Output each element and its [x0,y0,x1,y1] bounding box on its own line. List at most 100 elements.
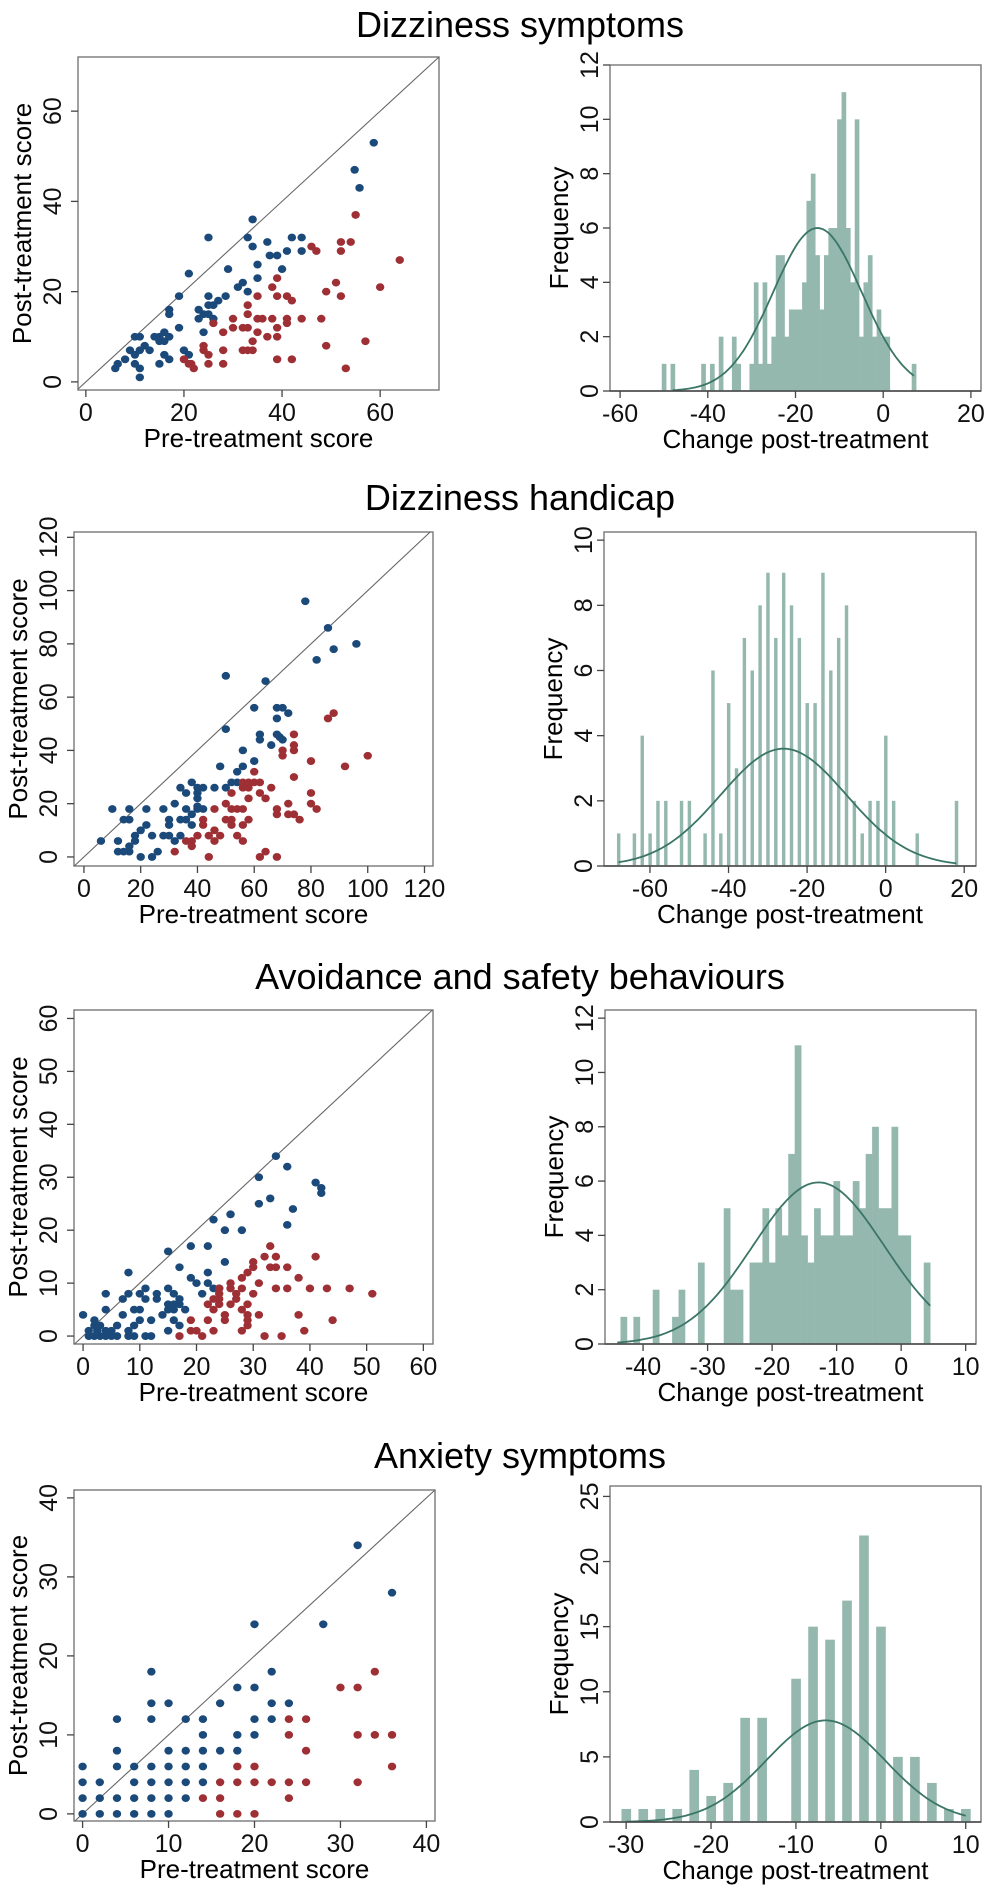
scatter-point [226,1300,235,1309]
y-tick-label: 30 [35,1563,63,1591]
scatter-point [210,805,219,813]
scatter-point [248,215,257,224]
histogram-bar [881,336,886,391]
y-axis-title: Post-treatment score [7,103,37,344]
scatter-point [129,1332,139,1340]
scatter-point [282,247,292,255]
scatter-point [135,373,145,382]
histogram-bar [648,833,652,866]
y-tick-label: 120 [35,516,63,558]
scatter-point [218,359,228,368]
y-tick-label: 20 [576,1548,604,1576]
scatter-point [129,1762,139,1771]
scatter-point [197,1289,207,1298]
scatter-point [353,1541,362,1550]
scatter-point [261,677,270,686]
y-tick-label: 0 [570,859,598,873]
scatter-point [271,1252,281,1261]
scatter-point [204,292,213,301]
scatter-point [250,767,259,776]
histogram-bar [656,800,660,866]
x-tick-label: 30 [327,1830,355,1858]
scatter-point [297,233,306,242]
scatter-point [250,1809,259,1818]
scatter-point [288,1205,298,1213]
scatter-point [250,1730,259,1739]
histogram-bar [749,1262,757,1344]
scatter-point [289,746,299,755]
section-title: Anxiety symptoms [374,1435,666,1476]
histogram-bar [852,1181,860,1344]
scatter-point [300,1326,309,1335]
scatter-point [311,1178,320,1187]
scatter-point [203,1268,213,1277]
histogram: -40 -30 -20 -10 0 10 0 2 4 6 8 10 12 Change post-trea… [539,1004,980,1407]
scatter-point [142,821,151,829]
scatter-point [387,1762,397,1771]
scatter-point [312,655,321,664]
scatter-point [203,1279,213,1288]
scatter-point [228,314,238,323]
x-tick-label: 0 [76,1353,90,1381]
y-tick-label: 10 [35,1269,63,1297]
y-tick-label: 0 [35,850,63,864]
scatter-point [187,778,196,787]
y-tick-label: 8 [571,1120,599,1134]
histogram-bar [640,735,644,866]
scatter-point [209,1326,218,1335]
scatter-point [248,242,257,251]
scatter-point [218,328,228,337]
x-tick-label: -20 [789,875,825,903]
scatter-point [322,1284,332,1293]
scatter-point [278,703,287,712]
scatter-point [112,1332,122,1340]
y-tick-label: 2 [576,330,604,344]
scatter-point [323,623,333,632]
scatter-point [135,364,145,373]
scatter-point [165,332,174,341]
scatter-point [181,789,191,797]
scatter-point [135,332,145,341]
histogram-bar [661,363,667,391]
scatter-point [336,292,346,301]
histogram-bar [852,800,857,866]
scatter-point [215,1778,225,1787]
histogram-bar [762,282,768,391]
histogram-bar [771,336,777,391]
x-tick-label: 0 [76,1830,90,1858]
y-tick-label: 0 [35,1329,63,1343]
scatter-point [272,251,282,260]
histogram-bar [805,703,809,866]
scatter-point [272,323,282,332]
x-axis-title: Pre-treatment score [139,899,369,929]
y-tick-label: 8 [576,167,604,181]
scatter-point [336,238,346,246]
histogram-bar [689,1769,700,1822]
scatter-point [283,1263,292,1272]
scatter-point [112,1794,122,1802]
scatter-point [204,350,213,359]
scatter-point [329,709,338,718]
scatter-point [263,238,272,246]
y-tick-label: 2 [570,794,598,808]
y-axis-title: Frequency [544,1593,574,1716]
y-tick-label: 10 [576,1678,604,1706]
y-tick-label: 40 [35,1484,63,1512]
scatter-point [232,767,242,776]
scatter-point [226,1284,235,1293]
scatter-point [369,138,378,147]
scatter-point [223,265,233,273]
x-axis-title: Change post-treatment [657,899,924,929]
scatter-point [220,1258,230,1266]
scatter-point [169,1289,179,1298]
scatter-point [186,1316,196,1325]
histogram-bar [736,363,741,391]
scatter-point [112,1809,122,1818]
scatter-point [165,310,174,319]
scatter-point [163,1284,173,1293]
x-tick-label: 40 [268,399,296,427]
scatter-point [198,783,208,792]
scatter-point [233,1730,242,1739]
scatter-point [221,799,231,808]
